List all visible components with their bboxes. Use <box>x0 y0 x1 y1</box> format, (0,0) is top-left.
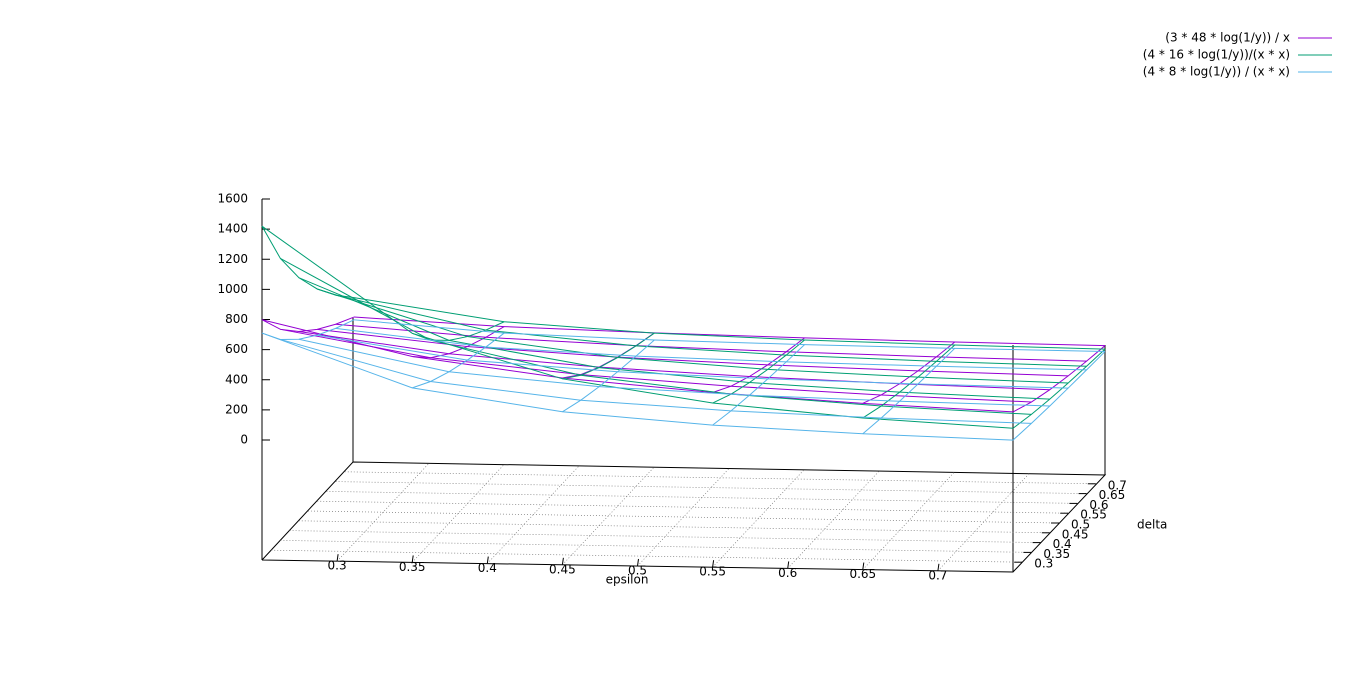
legend-label: (4 * 8 * log(1/y)) / (x * x) <box>1143 65 1290 79</box>
z-tick-label: 1200 <box>217 252 248 266</box>
mesh-line <box>562 332 655 380</box>
y-tick-label: 0.6 <box>1089 498 1108 512</box>
x-tick-label: 0.6 <box>778 566 797 580</box>
mesh-line <box>353 316 1106 347</box>
x-tick <box>561 557 564 565</box>
mesh-line <box>353 297 1106 350</box>
z-tick-label: 1000 <box>217 282 248 296</box>
mesh-line <box>335 323 1087 362</box>
legend-label: (4 * 16 * log(1/y))/(x * x) <box>1143 48 1290 62</box>
y-grid-line <box>317 500 1069 514</box>
x-tick-label: 0.65 <box>849 567 876 581</box>
mesh-line <box>317 288 1069 384</box>
x-tick <box>336 554 339 562</box>
mesh-line <box>1012 351 1106 441</box>
x-tick-label: 0.3 <box>328 559 347 573</box>
x-tick-label: 0.35 <box>399 560 426 574</box>
x-tick-label: 0.4 <box>478 561 497 575</box>
mesh-line <box>261 225 355 299</box>
mesh-line <box>335 327 1087 371</box>
z-tick-label: 1400 <box>217 222 248 236</box>
x-tick <box>637 558 639 567</box>
mesh-line <box>862 341 956 404</box>
x-tick <box>787 561 790 569</box>
mesh-line <box>280 338 1032 424</box>
mesh-line <box>412 332 505 389</box>
mesh-line <box>412 326 505 359</box>
x-tick <box>486 556 489 564</box>
mesh-line <box>562 339 655 413</box>
y-grid-line <box>344 471 1096 485</box>
mesh-line <box>862 347 956 435</box>
z-tick-label: 400 <box>225 372 248 386</box>
mesh-line <box>298 277 1050 400</box>
x-tick-label: 0.45 <box>549 562 576 576</box>
mesh-line <box>335 294 1087 367</box>
x-tick <box>862 562 865 570</box>
y-tick-label: 0.4 <box>1053 537 1072 551</box>
y-tick-label: 0.5 <box>1071 518 1090 532</box>
z-tick-label: 800 <box>225 312 248 326</box>
mesh-line <box>261 316 355 333</box>
mesh-line <box>1012 348 1106 429</box>
mesh-line <box>317 328 1069 377</box>
x-axis-label: epsilon <box>606 573 649 587</box>
y-tick-label: 0.55 <box>1080 508 1107 522</box>
mesh-line <box>261 332 1014 441</box>
y-tick-label: 0.3 <box>1034 557 1053 571</box>
y-grid-line <box>280 540 1032 553</box>
mesh-line <box>412 321 505 341</box>
mesh-line <box>261 319 1014 413</box>
mesh-line <box>280 328 1032 403</box>
mesh-line <box>317 334 1069 389</box>
y-grid-line <box>271 549 1023 563</box>
x-tick-label: 0.7 <box>928 568 947 582</box>
mesh-line <box>298 338 1050 407</box>
y-grid-line <box>298 520 1050 534</box>
mesh-line <box>712 344 805 426</box>
y-tick-label: 0.65 <box>1099 488 1126 502</box>
y-tick-label: 0.35 <box>1043 547 1070 561</box>
x-tick-label: 0.55 <box>699 565 726 579</box>
legend-label: (3 * 48 * log(1/y)) / x <box>1165 31 1290 45</box>
y-grid-line <box>326 491 1078 504</box>
mesh-line <box>261 225 1014 429</box>
z-tick-label: 0 <box>240 433 248 447</box>
y-grid-line <box>289 530 1041 543</box>
x-tick <box>937 563 940 571</box>
y-grid-line <box>307 510 1060 524</box>
x-tick <box>411 555 414 563</box>
mesh-line <box>712 339 805 404</box>
mesh-line <box>712 337 805 393</box>
y-axis-label: delta <box>1137 518 1167 532</box>
y-grid-line <box>335 481 1087 494</box>
y-tick-label: 0.45 <box>1062 527 1089 541</box>
x-tick <box>712 560 715 568</box>
mesh-line <box>280 258 1032 415</box>
y-tick-label: 0.7 <box>1108 478 1127 492</box>
mesh-line <box>298 331 1050 391</box>
z-tick-label: 200 <box>225 402 248 416</box>
mesh-line <box>862 344 956 419</box>
z-tick-label: 1600 <box>217 192 248 206</box>
z-tick-label: 600 <box>225 342 248 356</box>
x-tick-label: 0.5 <box>628 564 647 578</box>
mesh-line <box>261 319 355 340</box>
mesh-line <box>353 319 1106 353</box>
